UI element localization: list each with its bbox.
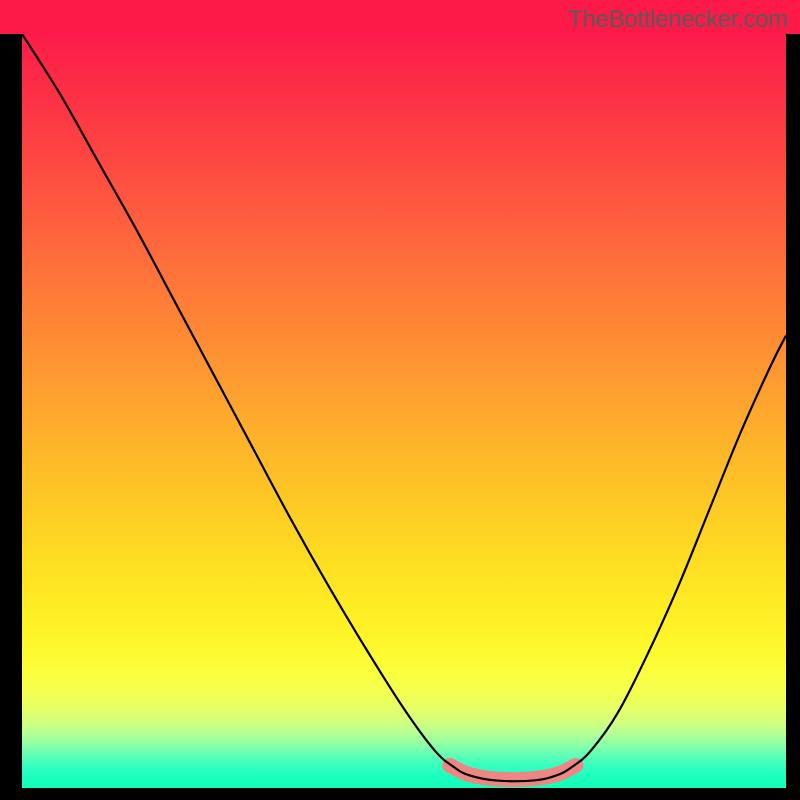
frame-left [0, 0, 22, 800]
frame-right [786, 0, 800, 800]
attribution-label: TheBottlenecker.com [568, 6, 788, 34]
plot-background [22, 34, 786, 788]
bottleneck-chart [0, 0, 800, 800]
frame-bottom [0, 788, 800, 800]
